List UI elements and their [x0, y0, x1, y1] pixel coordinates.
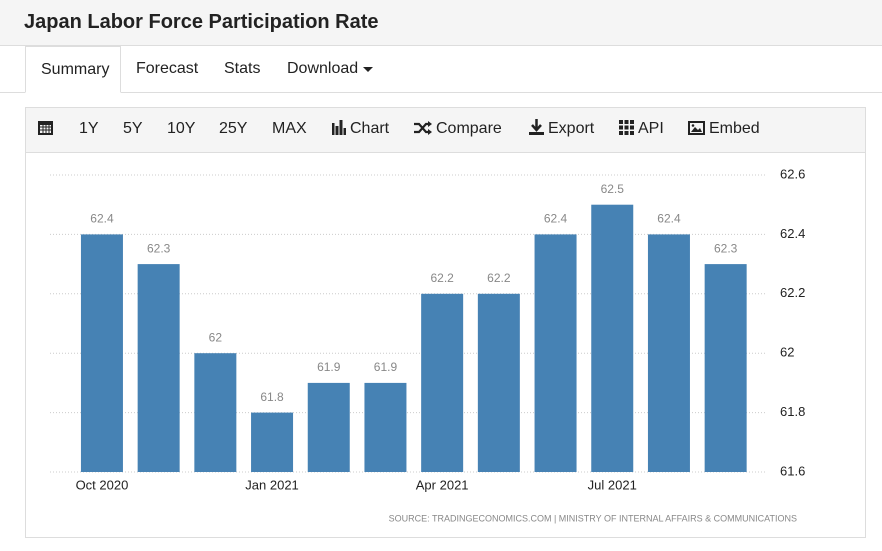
calendar-button[interactable] — [38, 108, 57, 152]
y-tick-label: 61.6 — [780, 463, 805, 478]
value-label: 62.4 — [544, 212, 568, 226]
button-label: Chart — [350, 120, 390, 137]
bar — [591, 204, 634, 472]
api-icon — [619, 120, 634, 135]
value-label: 62.4 — [90, 212, 114, 226]
chart-icon — [331, 120, 347, 135]
value-label: 62.5 — [601, 182, 625, 196]
y-tick-label: 62.6 — [780, 166, 805, 181]
calendar-icon — [38, 121, 53, 135]
value-label: 62 — [209, 330, 223, 344]
value-label: 62.2 — [430, 271, 454, 285]
export-icon — [529, 119, 544, 135]
x-tick-label: Jul 2021 — [588, 477, 637, 492]
compare-icon — [414, 121, 432, 135]
compare-button[interactable]: Compare — [414, 108, 502, 152]
tab-label: Download — [287, 60, 359, 77]
button-label: Export — [548, 120, 595, 137]
range-button[interactable]: MAX — [272, 120, 307, 137]
bar — [704, 264, 747, 472]
chart-panel — [25, 152, 866, 538]
bar — [194, 353, 237, 472]
range-button[interactable]: 25Y — [219, 120, 248, 137]
embed-button[interactable]: Embed — [688, 108, 760, 152]
bar — [251, 412, 294, 472]
x-tick-label: Oct 2020 — [76, 477, 129, 492]
bar — [364, 382, 407, 472]
y-tick-label: 62 — [780, 345, 794, 360]
tab[interactable]: Download — [272, 46, 388, 93]
button-label: Compare — [436, 120, 502, 137]
y-tick-label: 62.4 — [780, 226, 805, 241]
bar — [307, 382, 350, 472]
button-label: API — [638, 120, 664, 137]
bar — [421, 293, 464, 472]
tab-bar: Summary Forecast Stats Download — [0, 46, 882, 93]
value-label: 61.9 — [374, 360, 398, 374]
tab[interactable]: Summary — [25, 46, 121, 93]
value-label: 61.9 — [317, 360, 341, 374]
value-label: 62.3 — [714, 241, 738, 255]
toolbar: 1Y 5Y 10Y 25Y MAX Chart Compare Export A… — [25, 107, 866, 153]
x-tick-label: Jan 2021 — [245, 477, 299, 492]
bar — [647, 234, 690, 472]
page-title: Japan Labor Force Participation Rate — [24, 11, 379, 33]
range-button[interactable]: 5Y — [123, 120, 143, 137]
api-button[interactable]: API — [619, 108, 664, 152]
caret — [362, 67, 373, 72]
tab[interactable]: Forecast — [136, 60, 199, 77]
range-button[interactable]: 1Y — [79, 120, 99, 137]
button-label: Embed — [709, 120, 760, 137]
source-note: SOURCE: TRADINGECONOMICS.COM | MINISTRY … — [389, 513, 797, 523]
range-button[interactable]: 10Y — [167, 120, 196, 137]
value-label: 62.3 — [147, 241, 171, 255]
value-label: 62.4 — [657, 212, 681, 226]
y-tick-label: 61.8 — [780, 404, 805, 419]
export-button[interactable]: Export — [529, 108, 594, 152]
x-tick-label: Apr 2021 — [416, 477, 469, 492]
chart: 61.6 61.8 62 62.2 62.4 62.6 Oct 2020 62.4 62.3 62… — [50, 166, 805, 523]
bar — [80, 234, 123, 472]
tab[interactable]: Stats — [224, 60, 261, 77]
embed-icon — [688, 121, 705, 135]
y-tick-label: 62.2 — [780, 285, 805, 300]
value-label: 61.8 — [260, 390, 284, 404]
value-label: 62.2 — [487, 271, 511, 285]
bar — [477, 293, 520, 472]
header: Japan Labor Force Participation Rate — [0, 0, 882, 46]
bar — [137, 264, 180, 472]
bar — [534, 234, 577, 472]
chart-button[interactable]: Chart — [331, 108, 390, 152]
